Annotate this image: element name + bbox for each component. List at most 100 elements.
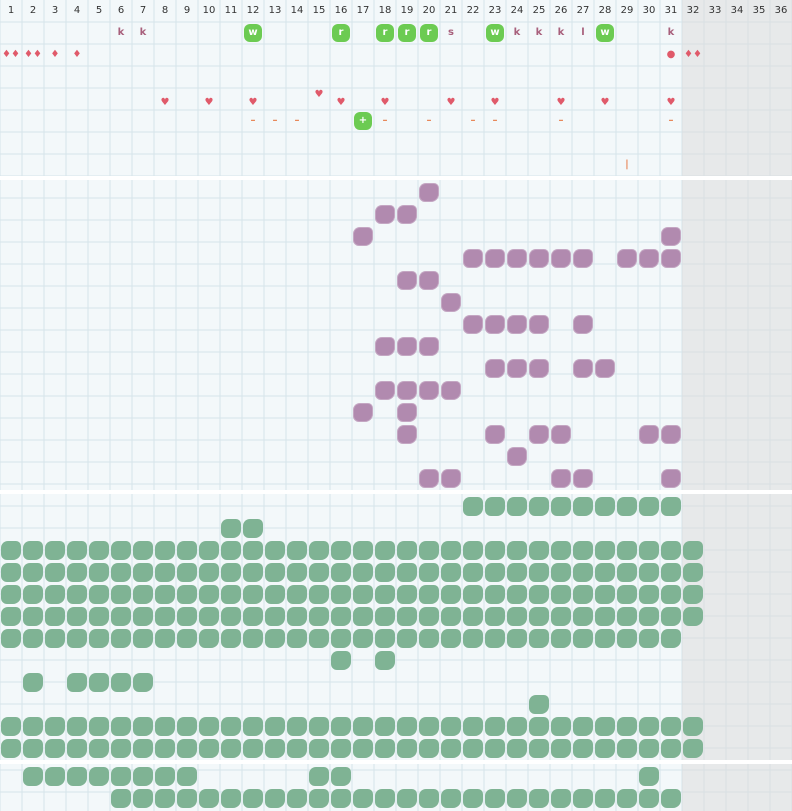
habit-blob[interactable]: [243, 739, 263, 758]
dash-mark[interactable]: –: [250, 115, 256, 126]
plus-badge[interactable]: +: [354, 112, 372, 130]
habit-blob[interactable]: [617, 717, 637, 736]
habit-blob[interactable]: [199, 739, 219, 758]
habit-blob[interactable]: [221, 629, 241, 648]
habit-blob[interactable]: [573, 497, 593, 516]
habit-blob[interactable]: [287, 739, 307, 758]
habit-blob[interactable]: [23, 585, 43, 604]
habit-blob[interactable]: [221, 607, 241, 626]
habit-blob[interactable]: [133, 563, 153, 582]
habit-blob[interactable]: [331, 563, 351, 582]
habit-blob[interactable]: [155, 717, 175, 736]
habit-blob[interactable]: [155, 789, 175, 808]
habit-blob[interactable]: [287, 789, 307, 808]
habit-blob[interactable]: [463, 739, 483, 758]
habit-blob[interactable]: [177, 717, 197, 736]
habit-blob[interactable]: [485, 563, 505, 582]
habit-blob[interactable]: [419, 563, 439, 582]
symbol-badge[interactable]: w: [596, 24, 614, 42]
heart-icon[interactable]: ♥: [600, 97, 610, 108]
habit-blob[interactable]: [221, 519, 241, 538]
habit-blob[interactable]: [353, 607, 373, 626]
habit-blob[interactable]: [221, 789, 241, 808]
habit-blob[interactable]: [353, 717, 373, 736]
habit-blob[interactable]: [375, 717, 395, 736]
habit-blob[interactable]: [375, 205, 395, 224]
habit-blob[interactable]: [353, 541, 373, 560]
habit-blob[interactable]: [661, 425, 681, 444]
dash-mark[interactable]: –: [558, 115, 564, 126]
habit-blob[interactable]: [353, 739, 373, 758]
habit-blob[interactable]: [551, 739, 571, 758]
heart-icon[interactable]: ♥: [314, 89, 324, 100]
habit-blob[interactable]: [1, 629, 21, 648]
habit-blob[interactable]: [573, 789, 593, 808]
symbol-letter[interactable]: k: [667, 27, 675, 38]
habit-blob[interactable]: [243, 607, 263, 626]
habit-blob[interactable]: [287, 541, 307, 560]
habit-blob[interactable]: [529, 585, 549, 604]
habit-blob[interactable]: [45, 767, 65, 786]
habit-blob[interactable]: [441, 629, 461, 648]
habit-blob[interactable]: [661, 585, 681, 604]
habit-blob[interactable]: [551, 585, 571, 604]
habit-blob[interactable]: [353, 227, 373, 246]
habit-blob[interactable]: [441, 563, 461, 582]
habit-blob[interactable]: [441, 585, 461, 604]
habit-blob[interactable]: [485, 359, 505, 378]
habit-blob[interactable]: [639, 249, 659, 268]
habit-blob[interactable]: [133, 673, 153, 692]
dash-mark[interactable]: –: [426, 115, 432, 126]
habit-blob[interactable]: [177, 585, 197, 604]
habit-blob[interactable]: [243, 629, 263, 648]
habit-blob[interactable]: [375, 629, 395, 648]
habit-blob[interactable]: [397, 629, 417, 648]
habit-blob[interactable]: [309, 563, 329, 582]
habit-blob[interactable]: [639, 739, 659, 758]
habit-blob[interactable]: [485, 629, 505, 648]
habit-blob[interactable]: [529, 607, 549, 626]
habit-blob[interactable]: [23, 563, 43, 582]
habit-blob[interactable]: [199, 563, 219, 582]
habit-blob[interactable]: [661, 739, 681, 758]
habit-blob[interactable]: [683, 541, 703, 560]
habit-blob[interactable]: [111, 607, 131, 626]
habit-blob[interactable]: [309, 585, 329, 604]
habit-blob[interactable]: [177, 767, 197, 786]
habit-blob[interactable]: [199, 585, 219, 604]
habit-blob[interactable]: [551, 629, 571, 648]
habit-blob[interactable]: [595, 739, 615, 758]
dash-mark[interactable]: –: [382, 115, 388, 126]
habit-blob[interactable]: [595, 359, 615, 378]
habit-blob[interactable]: [89, 585, 109, 604]
symbol-letter[interactable]: k: [535, 27, 543, 38]
habit-blob[interactable]: [331, 629, 351, 648]
habit-blob[interactable]: [331, 585, 351, 604]
symbol-badge[interactable]: w: [244, 24, 262, 42]
habit-blob[interactable]: [221, 541, 241, 560]
habit-blob[interactable]: [595, 541, 615, 560]
habit-blob[interactable]: [507, 359, 527, 378]
habit-blob[interactable]: [639, 607, 659, 626]
habit-blob[interactable]: [419, 183, 439, 202]
symbol-letter[interactable]: k: [139, 27, 147, 38]
heart-icon[interactable]: ♥: [556, 97, 566, 108]
habit-blob[interactable]: [661, 227, 681, 246]
habit-blob[interactable]: [353, 403, 373, 422]
habit-blob[interactable]: [177, 563, 197, 582]
habit-blob[interactable]: [573, 541, 593, 560]
habit-blob[interactable]: [155, 563, 175, 582]
habit-blob[interactable]: [111, 767, 131, 786]
habit-blob[interactable]: [397, 585, 417, 604]
habit-blob[interactable]: [309, 739, 329, 758]
habit-blob[interactable]: [243, 519, 263, 538]
habit-blob[interactable]: [485, 315, 505, 334]
habit-blob[interactable]: [441, 789, 461, 808]
habit-blob[interactable]: [551, 497, 571, 516]
habit-blob[interactable]: [287, 629, 307, 648]
habit-blob[interactable]: [111, 739, 131, 758]
habit-blob[interactable]: [485, 717, 505, 736]
habit-blob[interactable]: [375, 585, 395, 604]
habit-blob[interactable]: [441, 717, 461, 736]
habit-blob[interactable]: [397, 271, 417, 290]
